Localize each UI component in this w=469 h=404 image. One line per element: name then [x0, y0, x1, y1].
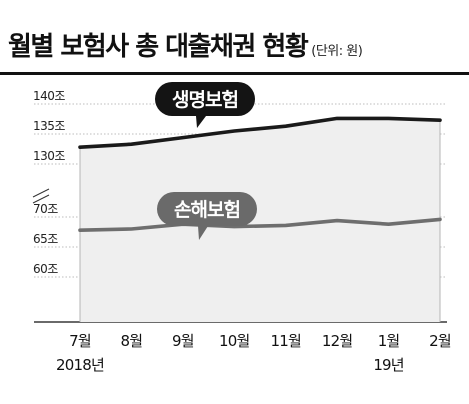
x-tick-label-3: 10월	[219, 332, 250, 350]
x-year-label-0: 2018년	[56, 356, 104, 374]
y-tick-label-upper-135: 135조	[33, 119, 65, 133]
chart-area-fill	[80, 118, 440, 323]
title-divider	[0, 72, 469, 75]
chart-header: 월별 보험사 총 대출채권 현황 (단위: 원)	[8, 26, 363, 63]
y-tick-label-upper-140: 140조	[33, 89, 65, 103]
x-tick-label-7: 2월	[429, 332, 451, 350]
axis-break-mark-1	[32, 188, 50, 198]
callout-text-life: 생명보험	[172, 89, 238, 111]
y-tick-label-lower-70: 70조	[33, 202, 58, 216]
x-tick-label-2: 9월	[172, 332, 194, 350]
callout-bubble-nonlife	[157, 192, 257, 240]
y-tick-label-lower-60: 60조	[33, 262, 58, 276]
x-tick-label-5: 12월	[322, 332, 353, 350]
x-year-label-6: 19년	[373, 356, 404, 374]
unit-label: (단위: 원)	[311, 44, 363, 59]
series-label-life: 생명보험	[155, 82, 255, 128]
x-tick-label-4: 11월	[270, 332, 301, 350]
x-tick-label-6: 1월	[378, 332, 400, 350]
x-tick-label-0: 7월	[69, 332, 91, 350]
y-tick-label-lower-65: 65조	[33, 232, 58, 246]
axis-break-mark-2	[32, 194, 50, 204]
x-tick-label-1: 8월	[121, 332, 143, 350]
callout-bubble-life	[155, 82, 255, 128]
series-line-nonlife-insurance	[78, 217, 442, 232]
series-line-life-insurance	[78, 116, 442, 149]
chart-title: 월별 보험사 총 대출채권 현황	[8, 32, 309, 62]
y-tick-label-upper-130: 130조	[33, 149, 65, 163]
series-label-nonlife: 손해보험	[157, 192, 257, 240]
callout-text-nonlife: 손해보험	[174, 199, 240, 221]
